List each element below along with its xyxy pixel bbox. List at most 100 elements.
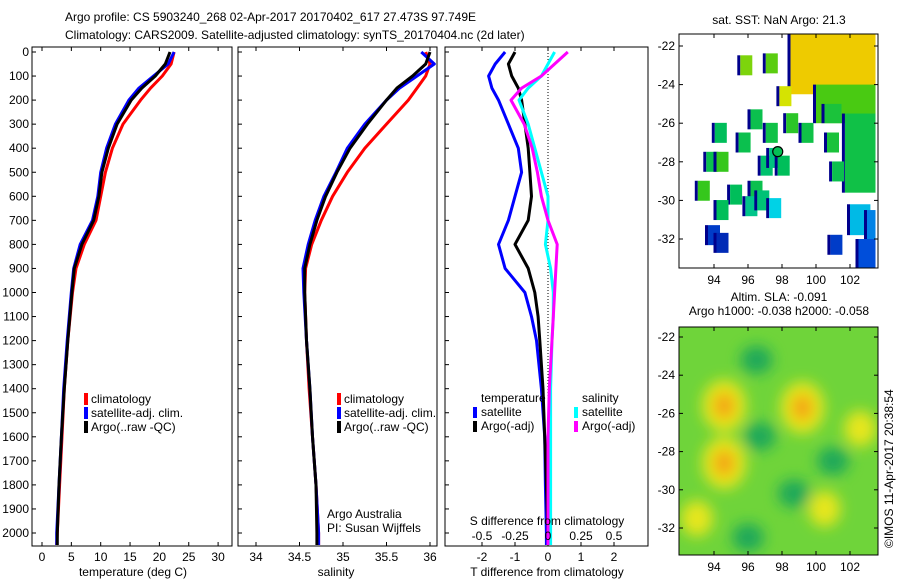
s-tick-label: -0.25 [501, 529, 529, 543]
legend-title-salinity: salinity [582, 391, 619, 405]
sst-cell-edge [762, 53, 766, 74]
y-tick-label: 300 [9, 117, 29, 131]
x-tick-label: 20 [153, 550, 167, 564]
sst-cell-edge [742, 196, 746, 217]
s-difference-xlabel: S difference from climatology [470, 514, 625, 528]
sst-cell-edge [737, 55, 741, 76]
y-tick-label: -32 [658, 232, 676, 246]
sst-edge [813, 84, 816, 124]
y-tick-label: 200 [9, 93, 29, 107]
x-tick-label: 1 [578, 550, 585, 564]
sst-region [844, 113, 876, 193]
x-tick-label: 96 [741, 273, 755, 287]
x-tick-label: 94 [707, 560, 721, 574]
y-tick-label: -24 [658, 368, 676, 382]
sst-cell-edge [703, 151, 707, 172]
y-tick-label: -26 [658, 406, 676, 420]
sla-low [817, 447, 849, 476]
legend-swatch-climatology [337, 393, 341, 405]
legend-swatch-s-satellite [574, 407, 578, 418]
y-tick-label: 500 [9, 165, 29, 179]
x-tick-label: 36 [423, 550, 437, 564]
x-tick-label: 98 [775, 560, 789, 574]
sst-cell [714, 122, 727, 143]
sst-cell-edge [766, 147, 770, 168]
legend-title-temperature: temperature [481, 391, 546, 405]
title-line-2: Climatology: CARS2009. Satellite-adjuste… [65, 28, 525, 42]
imos-credit: ©IMOS 11-Apr-2017 20:38:54 [882, 389, 896, 548]
sst-cell [697, 180, 710, 201]
y-tick-label: -26 [658, 116, 676, 130]
x-tick-label: 35.5 [375, 550, 399, 564]
y-tick-label: -22 [658, 39, 676, 53]
legend-label: climatology [344, 392, 404, 406]
legend-swatch-climatology [84, 393, 88, 405]
sla-high [844, 410, 877, 447]
sla-low [777, 479, 810, 508]
y-tick-label: 900 [9, 261, 29, 275]
x-tick-label: 98 [775, 273, 789, 287]
x-tick-label: 0 [39, 550, 46, 564]
legend-swatch-argo [84, 421, 88, 433]
sla-high-core [714, 392, 735, 419]
x-tick-label: 0 [545, 550, 552, 564]
sla-low [732, 523, 764, 552]
sst-cell-edge [827, 234, 831, 255]
sla-high [681, 500, 713, 537]
x-tick-label: 100 [806, 273, 826, 287]
series-line-argo-raw-qc- [55, 51, 172, 545]
argo-position-marker [772, 146, 784, 158]
salinity-panel: 34 34.5 35 35.5 36 [237, 46, 438, 564]
sla-map-title-2: Argo h1000: -0.038 h2000: -0.058 [689, 304, 869, 318]
y-tick-label: -24 [658, 78, 676, 92]
y-tick-label: -30 [658, 483, 676, 497]
sla-low [740, 345, 773, 374]
x-tick-label: 2 [611, 550, 618, 564]
x-tick-label: -1 [510, 550, 521, 564]
y-tick-label: 1900 [2, 502, 29, 516]
legend-label: Argo(-adj) [481, 419, 534, 433]
sst-edge [864, 210, 867, 239]
x-tick-label: 35 [336, 550, 350, 564]
sst-cell [750, 109, 763, 130]
sst-cell [765, 53, 778, 74]
legend-label: satellite-adj. clim. [91, 406, 183, 420]
sst-cell-edge [711, 122, 715, 143]
sst-cell [830, 234, 843, 255]
s-tick-label: 0.25 [569, 529, 593, 543]
sst-cell-edge [783, 113, 787, 134]
sst-cell-edge [713, 151, 717, 172]
sst-cell [738, 132, 751, 153]
sst-edge [821, 103, 825, 124]
temperature-panel: 0 5 10 15 20 25 300100200300400500600700800900… [2, 45, 233, 564]
sst-cell-edge [829, 161, 833, 182]
annotation-line-1: Argo Australia [327, 507, 402, 521]
sst-cell [769, 198, 782, 219]
y-tick-label: -28 [658, 445, 676, 459]
legend-swatch-satellite [337, 407, 341, 419]
sst-map-title: sat. SST: NaN Argo: 21.3 [712, 13, 846, 27]
salinity-xlabel: salinity [318, 565, 355, 579]
s-tick-label: 0 [545, 529, 552, 543]
sst-cell-edge [798, 122, 802, 143]
sst-cell [716, 232, 729, 253]
y-tick-label: 1700 [2, 454, 29, 468]
y-tick-label: 800 [9, 237, 29, 251]
sst-cell [765, 122, 778, 143]
legend-label: Argo(-adj) [582, 419, 635, 433]
y-tick-label: 100 [9, 69, 29, 83]
x-tick-label: 102 [840, 273, 860, 287]
legend-label: Argo(..raw -QC) [344, 420, 429, 434]
sla-high-core [714, 450, 735, 477]
legend-swatch-s-argo [574, 421, 578, 432]
sst-cell-edge [774, 155, 778, 176]
sst-edge [841, 113, 845, 193]
sst-cell-edge [757, 155, 761, 176]
series-line-t-satellite [487, 51, 548, 545]
legend-swatch-satellite [84, 407, 88, 419]
x-tick-label: 15 [123, 550, 137, 564]
x-tick-label: 102 [840, 560, 860, 574]
series-line-s-satellite [517, 51, 556, 545]
sst-cell [779, 86, 792, 107]
plot-frame [237, 46, 438, 547]
